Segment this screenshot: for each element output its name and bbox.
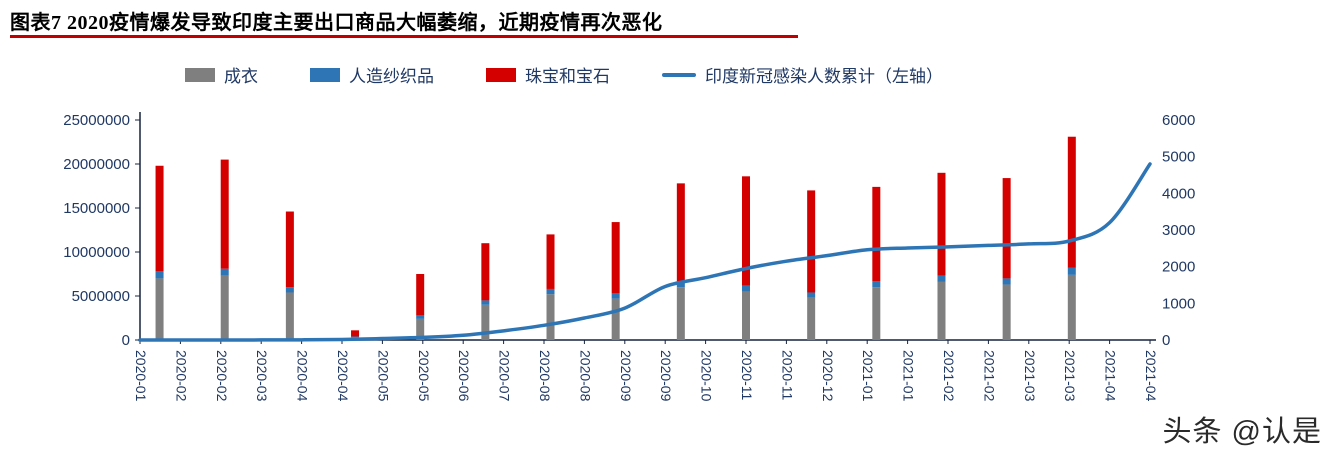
bar-2020-02 xyxy=(220,159,229,340)
x-axis-tick-label: 2020-02 xyxy=(214,350,230,402)
left-axis-tick-label: 0 xyxy=(122,332,130,349)
x-axis-tick-label: 2020-07 xyxy=(497,350,513,402)
x-axis-tick-label: 2020-01 xyxy=(133,350,149,402)
x-axis-tick-label: 2020-03 xyxy=(254,350,270,402)
x-axis-tick-label: 2021-01 xyxy=(860,350,876,402)
bar-2020-07 xyxy=(546,234,555,340)
right-axis-tick-label: 4000 xyxy=(1162,185,1195,202)
x-axis-tick-label: 2021-03 xyxy=(1062,350,1078,402)
legend-item-jewelry: 珠宝和宝石 xyxy=(486,62,610,87)
x-axis-tick-label: 2021-04 xyxy=(1103,350,1119,402)
right-axis-tick-label: 1000 xyxy=(1162,295,1195,312)
legend-label-rayon: 人造纱织品 xyxy=(349,67,434,86)
x-axis-tick-label: 2020-08 xyxy=(577,350,593,402)
x-axis-tick-label: 2020-04 xyxy=(295,350,311,402)
watermark: 头条 @认是 xyxy=(1162,416,1322,448)
bar-2021-01 xyxy=(937,172,946,340)
left-axis-tick-label: 10000000 xyxy=(63,244,130,261)
x-axis-tick-label: 2020-06 xyxy=(456,350,472,402)
figure-title: 图表7 2020疫情爆发导致印度主要出口商品大幅萎缩，近期疫情再次恶化 xyxy=(10,12,663,34)
axes: 0 5000000 10000000 15000000 20000000 25000000… xyxy=(63,112,1195,402)
x-axis-tick-label: 2021-04 xyxy=(1143,350,1159,402)
legend-label-garments: 成衣 xyxy=(224,67,258,86)
x-axis-tick-label: 2021-01 xyxy=(901,350,917,402)
x-axis-tick-label: 2020-09 xyxy=(658,350,674,402)
covid-line-swatch-icon xyxy=(662,72,696,77)
bar-2020-09 xyxy=(676,183,685,340)
title-underline xyxy=(10,35,798,38)
right-axis-tick-label: 2000 xyxy=(1162,259,1195,276)
right-axis-tick-label: 5000 xyxy=(1162,149,1195,166)
legend-item-garments: 成衣 xyxy=(185,62,258,87)
x-axis-tick-label: 2020-05 xyxy=(416,350,432,402)
legend-label-covid-line: 印度新冠感染人数累计（左轴） xyxy=(705,67,943,86)
left-axis-tick-label: 15000000 xyxy=(63,200,130,217)
x-axis-tick-label: 2020-04 xyxy=(335,350,351,402)
export-bars xyxy=(155,136,1076,340)
x-axis-tick-label: 2020-11 xyxy=(739,350,755,401)
bar-2021-03 xyxy=(1067,136,1076,340)
rayon-swatch-icon xyxy=(310,67,340,82)
chart-legend: 成衣 人造纱织品 珠宝和宝石 印度新冠感染人数累计（左轴） xyxy=(185,62,943,87)
x-axis-tick-label: 2020-05 xyxy=(375,350,391,402)
legend-item-rayon: 人造纱织品 xyxy=(310,62,434,87)
bar-2020-05 xyxy=(416,274,425,340)
left-axis-tick-label: 20000000 xyxy=(63,156,130,173)
x-axis-tick-label: 2021-03 xyxy=(1022,350,1038,402)
bar-2020-01 xyxy=(155,165,164,340)
x-axis-tick-label: 2021-02 xyxy=(981,350,997,402)
x-axis-tick-label: 2020-02 xyxy=(173,350,189,402)
right-axis-tick-label: 3000 xyxy=(1162,222,1195,239)
jewelry-swatch-icon xyxy=(486,67,516,82)
x-axis-tick-label: 2020-12 xyxy=(820,350,836,402)
right-axis-tick-label: 0 xyxy=(1162,332,1170,349)
legend-label-jewelry: 珠宝和宝石 xyxy=(525,67,610,86)
legend-item-covid-line: 印度新冠感染人数累计（左轴） xyxy=(662,62,943,87)
right-axis-tick-label: 6000 xyxy=(1162,112,1195,129)
x-axis-tick-label: 2020-11 xyxy=(779,350,795,401)
left-axis-tick-label: 25000000 xyxy=(63,112,130,129)
bar-2020-10 xyxy=(742,176,750,340)
bar-2020-03 xyxy=(285,211,294,340)
garments-swatch-icon xyxy=(185,67,215,82)
bar-2021-02 xyxy=(1002,178,1011,340)
x-axis-tick-label: 2020-10 xyxy=(699,350,715,402)
x-axis-tick-label: 2020-08 xyxy=(537,350,553,402)
x-axis-tick-label: 2020-09 xyxy=(618,350,634,402)
bar-2020-11 xyxy=(807,190,816,340)
covid-cumulative-line xyxy=(138,162,1152,342)
x-axis-tick-label: 2021-02 xyxy=(941,350,957,402)
left-axis-tick-label: 5000000 xyxy=(72,288,130,305)
bar-2020-08 xyxy=(611,222,620,340)
bar-2020-06 xyxy=(481,243,490,340)
bar-2020-12 xyxy=(872,186,881,340)
